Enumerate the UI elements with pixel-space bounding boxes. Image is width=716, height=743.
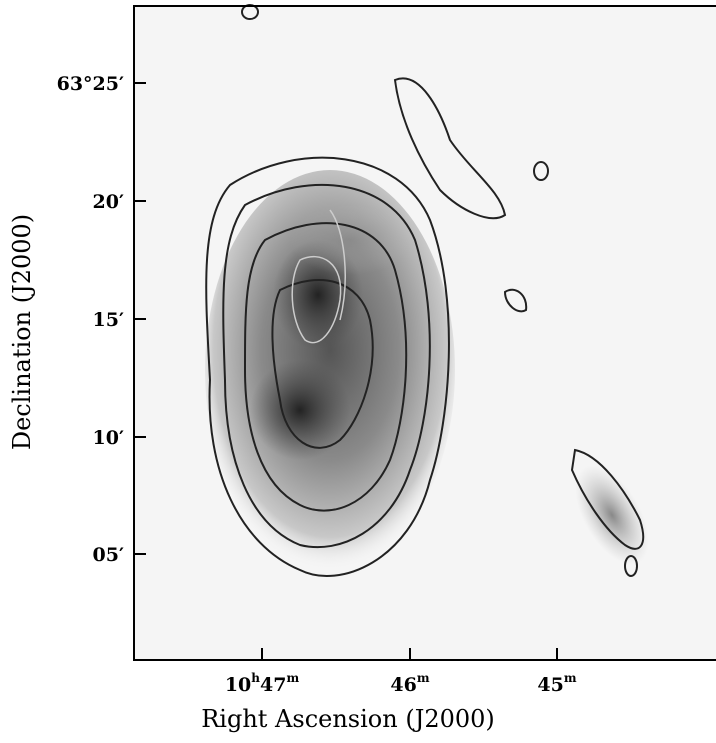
- x-tick-label: 45m: [537, 671, 576, 696]
- y-tick-label: 05′: [93, 544, 124, 566]
- x-ticks: 10h47m 46m 45m: [225, 648, 577, 696]
- tick-unit: m: [286, 671, 299, 685]
- tick-unit: m: [564, 671, 577, 685]
- y-tick-label: 10′: [93, 427, 124, 449]
- y-tick-label: 63°25′: [57, 73, 124, 95]
- y-tick-label: 15′: [93, 309, 124, 331]
- x-tick-label: 46m: [390, 671, 429, 696]
- tick-number: 46: [390, 674, 416, 696]
- tick-unit: m: [417, 671, 430, 685]
- tick-unit: h: [251, 671, 260, 685]
- x-tick-label: 10h47m: [225, 671, 300, 696]
- tick-number: 47: [260, 674, 286, 696]
- x-axis-label: Right Ascension (J2000): [201, 705, 495, 733]
- y-tick-label: 20′: [93, 191, 124, 213]
- image: [134, 4, 716, 659]
- y-axis-label: Declination (J2000): [8, 214, 36, 450]
- tick-number: 10: [225, 674, 251, 696]
- y-ticks: 63°25′ 20′ 15′ 10′ 05′: [57, 73, 146, 566]
- tick-number: 45: [537, 674, 563, 696]
- axes-frame: [133, 5, 716, 661]
